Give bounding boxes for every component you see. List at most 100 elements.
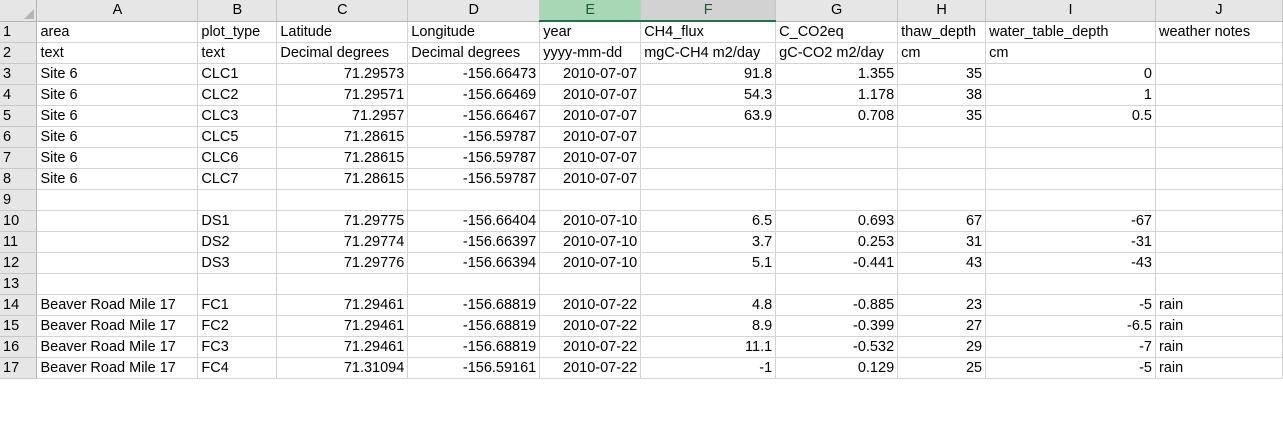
column-header-d[interactable]: D	[407, 0, 541, 22]
cell-e16[interactable]: 2010-07-22	[539, 336, 642, 358]
cell-c4[interactable]: 71.29571	[276, 84, 409, 106]
cell-h3[interactable]: 35	[897, 63, 987, 85]
cell-a4[interactable]: Site 6	[36, 84, 199, 106]
cell-c1[interactable]: Latitude	[276, 21, 409, 43]
cell-e2[interactable]: yyyy-mm-dd	[539, 42, 642, 64]
cell-d1[interactable]: Longitude	[407, 21, 541, 43]
cell-j2[interactable]	[1155, 42, 1283, 64]
cell-e10[interactable]: 2010-07-10	[539, 210, 642, 232]
cell-b16[interactable]: FC3	[197, 336, 278, 358]
cell-c15[interactable]: 71.29461	[276, 315, 409, 337]
column-header-j[interactable]: J	[1155, 0, 1283, 22]
cell-d8[interactable]: -156.59787	[407, 168, 541, 190]
cell-j13[interactable]	[1155, 273, 1283, 295]
cell-h13[interactable]	[897, 273, 987, 295]
cell-c6[interactable]: 71.28615	[276, 126, 409, 148]
row-header[interactable]: 14	[0, 294, 38, 316]
cell-g7[interactable]	[775, 147, 899, 169]
cell-j8[interactable]	[1155, 168, 1283, 190]
cell-h14[interactable]: 23	[897, 294, 987, 316]
cell-c3[interactable]: 71.29573	[276, 63, 409, 85]
cell-e3[interactable]: 2010-07-07	[539, 63, 642, 85]
cell-a7[interactable]: Site 6	[36, 147, 199, 169]
cell-b11[interactable]: DS2	[197, 231, 278, 253]
cell-e6[interactable]: 2010-07-07	[539, 126, 642, 148]
cell-a13[interactable]	[36, 273, 199, 295]
cell-b6[interactable]: CLC5	[197, 126, 278, 148]
cell-a12[interactable]	[36, 252, 199, 274]
cell-i2[interactable]: cm	[985, 42, 1156, 64]
cell-e4[interactable]: 2010-07-07	[539, 84, 642, 106]
cell-d6[interactable]: -156.59787	[407, 126, 541, 148]
column-header-a[interactable]: A	[36, 0, 199, 22]
cell-b3[interactable]: CLC1	[197, 63, 278, 85]
cell-i5[interactable]: 0.5	[985, 105, 1156, 127]
column-header-i[interactable]: I	[985, 0, 1156, 22]
cell-e5[interactable]: 2010-07-07	[539, 105, 642, 127]
cell-e8[interactable]: 2010-07-07	[539, 168, 642, 190]
cell-i13[interactable]	[985, 273, 1156, 295]
cell-g1[interactable]: C_CO2eq	[775, 21, 899, 43]
cell-h12[interactable]: 43	[897, 252, 987, 274]
cell-a16[interactable]: Beaver Road Mile 17	[36, 336, 199, 358]
cell-c13[interactable]	[276, 273, 409, 295]
cell-e12[interactable]: 2010-07-10	[539, 252, 642, 274]
cell-h8[interactable]	[897, 168, 987, 190]
cell-j17[interactable]: rain	[1155, 357, 1283, 379]
cell-b4[interactable]: CLC2	[197, 84, 278, 106]
cell-d2[interactable]: Decimal degrees	[407, 42, 541, 64]
cell-g16[interactable]: -0.532	[775, 336, 899, 358]
cell-i6[interactable]	[985, 126, 1156, 148]
row-header[interactable]: 2	[0, 42, 38, 64]
cell-b1[interactable]: plot_type	[197, 21, 278, 43]
cell-j3[interactable]	[1155, 63, 1283, 85]
cell-h7[interactable]	[897, 147, 987, 169]
cell-h5[interactable]: 35	[897, 105, 987, 127]
cell-a5[interactable]: Site 6	[36, 105, 199, 127]
cell-c12[interactable]: 71.29776	[276, 252, 409, 274]
cell-i12[interactable]: -43	[985, 252, 1156, 274]
cell-a3[interactable]: Site 6	[36, 63, 199, 85]
cell-f16[interactable]: 11.1	[640, 336, 777, 358]
cell-i10[interactable]: -67	[985, 210, 1156, 232]
cell-g10[interactable]: 0.693	[775, 210, 899, 232]
cell-j16[interactable]: rain	[1155, 336, 1283, 358]
cell-d14[interactable]: -156.68819	[407, 294, 541, 316]
cell-h6[interactable]	[897, 126, 987, 148]
cell-d5[interactable]: -156.66467	[407, 105, 541, 127]
cell-d11[interactable]: -156.66397	[407, 231, 541, 253]
cell-b17[interactable]: FC4	[197, 357, 278, 379]
cell-c16[interactable]: 71.29461	[276, 336, 409, 358]
select-all-corner[interactable]	[0, 0, 38, 22]
cell-f10[interactable]: 6.5	[640, 210, 777, 232]
cell-d17[interactable]: -156.59161	[407, 357, 541, 379]
cell-b15[interactable]: FC2	[197, 315, 278, 337]
cell-f9[interactable]	[640, 189, 777, 211]
cell-j7[interactable]	[1155, 147, 1283, 169]
cell-c2[interactable]: Decimal degrees	[276, 42, 409, 64]
cell-f15[interactable]: 8.9	[640, 315, 777, 337]
cell-e7[interactable]: 2010-07-07	[539, 147, 642, 169]
cell-i11[interactable]: -31	[985, 231, 1156, 253]
cell-a11[interactable]	[36, 231, 199, 253]
column-header-c[interactable]: C	[276, 0, 409, 22]
cell-h11[interactable]: 31	[897, 231, 987, 253]
cell-f17[interactable]: -1	[640, 357, 777, 379]
cell-c8[interactable]: 71.28615	[276, 168, 409, 190]
cell-i17[interactable]: -5	[985, 357, 1156, 379]
cell-e15[interactable]: 2010-07-22	[539, 315, 642, 337]
cell-e17[interactable]: 2010-07-22	[539, 357, 642, 379]
cell-f2[interactable]: mgC-CH4 m2/day	[640, 42, 777, 64]
cell-f8[interactable]	[640, 168, 777, 190]
cell-a17[interactable]: Beaver Road Mile 17	[36, 357, 199, 379]
cell-j15[interactable]: rain	[1155, 315, 1283, 337]
cell-c17[interactable]: 71.31094	[276, 357, 409, 379]
cell-i1[interactable]: water_table_depth	[985, 21, 1156, 43]
cell-i16[interactable]: -7	[985, 336, 1156, 358]
cell-f12[interactable]: 5.1	[640, 252, 777, 274]
cell-b14[interactable]: FC1	[197, 294, 278, 316]
cell-j4[interactable]	[1155, 84, 1283, 106]
cell-f13[interactable]	[640, 273, 777, 295]
cell-g15[interactable]: -0.399	[775, 315, 899, 337]
row-header[interactable]: 5	[0, 105, 38, 127]
